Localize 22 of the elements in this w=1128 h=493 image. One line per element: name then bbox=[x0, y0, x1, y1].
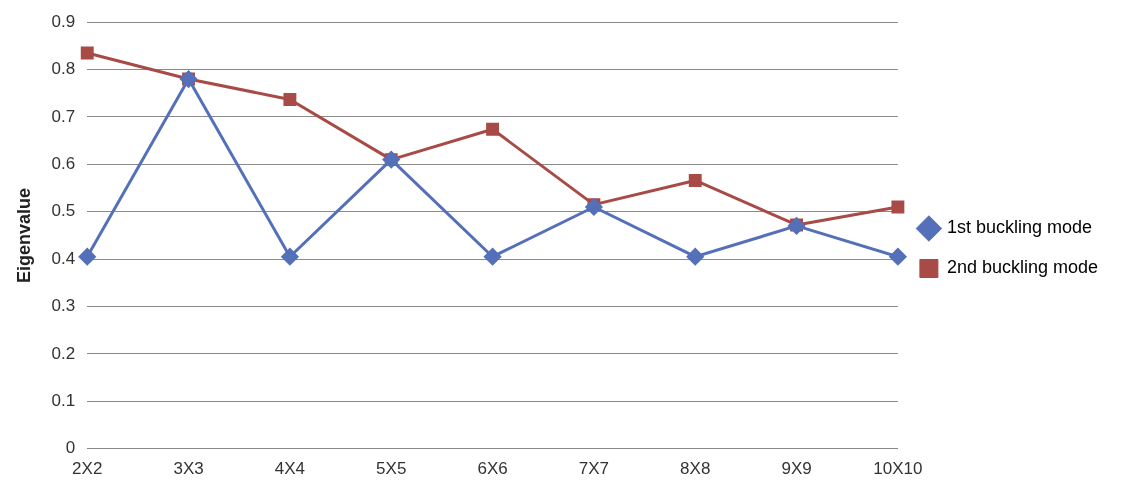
x-tick-label: 5X5 bbox=[376, 459, 407, 479]
y-tick-label: 0 bbox=[65, 438, 76, 458]
x-tick-label: 6X6 bbox=[477, 459, 508, 479]
y-tick-label: 0.9 bbox=[51, 11, 76, 31]
y-tick-label: 0.8 bbox=[51, 59, 76, 79]
y-tick-label: 0.5 bbox=[51, 201, 76, 221]
y-tick-label: 0.4 bbox=[51, 248, 76, 268]
x-tick-label: 3X3 bbox=[173, 459, 204, 479]
x-tick-label: 8X8 bbox=[680, 459, 711, 479]
x-tick-label: 10X10 bbox=[873, 459, 923, 479]
y-tick-label: 0.6 bbox=[51, 154, 76, 174]
x-tick-label: 2X2 bbox=[72, 459, 103, 479]
y-tick-label: 0.1 bbox=[51, 390, 76, 410]
x-tick-label: 7X7 bbox=[578, 459, 610, 479]
y-tick-label: 0.3 bbox=[51, 296, 76, 316]
legend-label: 1st buckling mode bbox=[946, 217, 1092, 238]
x-tick-label: 4X4 bbox=[274, 459, 306, 479]
x-tick-label: 9X9 bbox=[781, 459, 812, 479]
y-tick-label: 0.7 bbox=[51, 106, 76, 126]
y-axis-title: Eigenvalue bbox=[13, 187, 34, 283]
legend-label: 2nd buckling mode bbox=[946, 257, 1099, 278]
y-tick-label: 0.2 bbox=[51, 343, 76, 363]
